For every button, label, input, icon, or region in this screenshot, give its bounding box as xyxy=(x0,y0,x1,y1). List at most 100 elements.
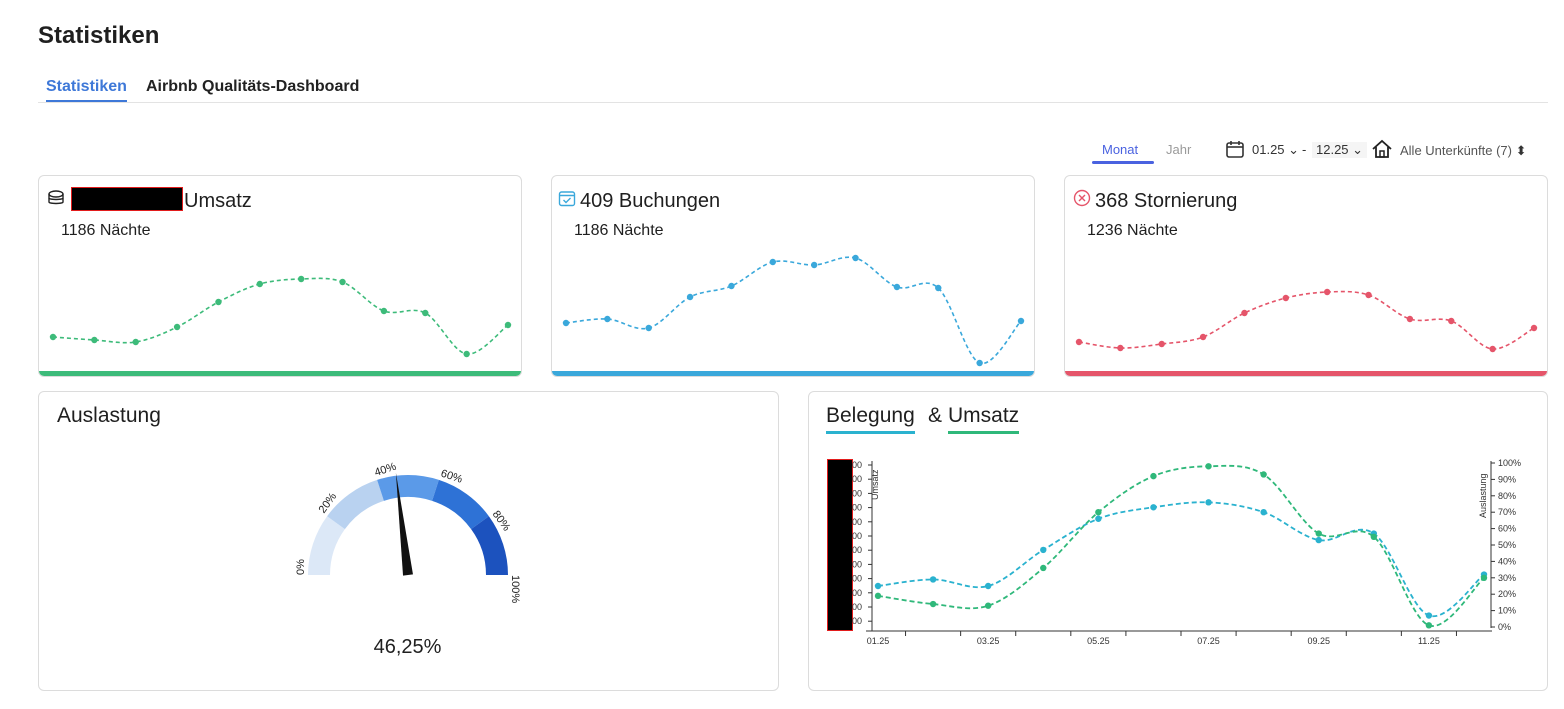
left-axis-tick-label: 00 xyxy=(852,616,862,626)
cancellations-sparkline-point xyxy=(1448,317,1455,325)
gauge-needle xyxy=(395,472,413,576)
data-point-belegung[interactable] xyxy=(1315,536,1322,544)
gauge-segment xyxy=(327,479,384,530)
legend-belegung[interactable]: Belegung xyxy=(826,404,915,434)
data-point-umsatz[interactable] xyxy=(1260,471,1267,478)
data-point-belegung[interactable] xyxy=(1095,515,1102,522)
bookings-sparkline-point xyxy=(893,283,901,291)
data-point-umsatz[interactable] xyxy=(929,600,937,608)
data-point-umsatz[interactable] xyxy=(1150,472,1157,480)
data-point-umsatz[interactable] xyxy=(1315,530,1322,537)
occupancy-gauge: 0%20%40% 60%80%100% xyxy=(295,461,521,604)
right-axis-tick-label: 70% xyxy=(1498,507,1516,517)
bookings-sparkline-point xyxy=(604,315,611,323)
data-point-umsatz[interactable] xyxy=(1205,463,1212,470)
data-point-belegung[interactable] xyxy=(1205,499,1212,506)
data-point-umsatz[interactable] xyxy=(1425,622,1433,629)
data-point-belegung[interactable] xyxy=(984,582,992,590)
bookings-sparkline-point xyxy=(852,254,859,262)
date-to-select[interactable]: 12.25 ⌄ xyxy=(1312,142,1368,158)
revenue-sparkline-point xyxy=(422,309,429,317)
revenue-sparkline-point xyxy=(256,280,264,288)
left-axis-tick-label: 00 xyxy=(852,588,862,598)
cancellations-sparkline-point xyxy=(1530,324,1538,332)
cancellations-sparkline-point xyxy=(1323,288,1331,296)
bookings-sparkline-point xyxy=(769,258,777,266)
bookings-sparkline-point xyxy=(562,319,570,327)
revenue-card[interactable]: Umsatz 1186 Nächte xyxy=(38,175,522,377)
data-point-belegung[interactable] xyxy=(874,582,882,590)
right-axis-tick-label: 50% xyxy=(1498,540,1516,550)
data-point-belegung[interactable] xyxy=(1260,509,1267,516)
period-month-button[interactable]: Monat xyxy=(1102,142,1139,157)
gauge-segment xyxy=(432,479,489,530)
data-point-umsatz[interactable] xyxy=(874,592,882,600)
date-separator: - xyxy=(1302,142,1307,157)
left-axis-tick-label: 00 xyxy=(852,531,862,541)
bookings-sparkline-point xyxy=(728,282,735,290)
revenue-sparkline-point xyxy=(173,323,181,331)
cancellations-sparkline-line xyxy=(1078,290,1535,350)
bookings-card[interactable]: 409 Buchungen 1186 Nächte xyxy=(551,175,1035,377)
left-axis-tick-label: 00 xyxy=(852,559,862,569)
calendar-icon[interactable] xyxy=(1225,139,1245,159)
x-axis-tick-label: 03.25 xyxy=(977,636,1000,646)
left-axis-tick-label: 00 xyxy=(852,460,862,470)
data-point-belegung[interactable] xyxy=(1040,546,1047,554)
cancellations-title: 368 Stornierung xyxy=(1095,190,1238,212)
date-from-select[interactable]: 01.25 ⌄ xyxy=(1252,142,1300,157)
right-axis-tick-label: 30% xyxy=(1498,573,1516,583)
cancellations-card[interactable]: 368 Stornierung 1236 Nächte xyxy=(1064,175,1548,377)
cancellations-sparkline-point xyxy=(1158,340,1165,348)
property-filter-select[interactable]: Alle Unterkünfte (7) ⬍ xyxy=(1400,143,1527,158)
left-axis-tick-label: 00 xyxy=(852,574,862,584)
left-axis-tick-label: 00 xyxy=(852,474,862,484)
left-axis-tick-label: 00 xyxy=(852,602,862,612)
data-point-umsatz[interactable] xyxy=(984,602,992,609)
legend-umsatz[interactable]: Umsatz xyxy=(948,404,1020,434)
data-point-umsatz[interactable] xyxy=(1480,574,1488,581)
right-axis-tick-label: 40% xyxy=(1498,556,1516,566)
right-axis-tick-label: 0% xyxy=(1498,622,1511,632)
left-axis-tick-label: 00 xyxy=(852,488,862,498)
cancellations-sparkline-point xyxy=(1075,338,1083,346)
bookings-sparkline-point xyxy=(1017,317,1025,325)
revenue-sparkline-point xyxy=(297,275,305,283)
cancellations-sparkline-point xyxy=(1489,345,1496,353)
data-point-umsatz[interactable] xyxy=(1370,533,1378,540)
series-line-umsatz xyxy=(877,464,1485,627)
chevron-down-icon: ⌄ xyxy=(1352,142,1364,157)
tab-statistiken[interactable]: Statistiken xyxy=(46,78,127,102)
occupancy-revenue-chart: 00 00 00 00 00 00 00 00 00 00 00 00 Umsatz 100% 90% 80%… xyxy=(852,458,1521,646)
series-line-belegung xyxy=(877,501,1485,618)
tab-airbnb-quality-dashboard[interactable]: Airbnb Qualitäts-Dashboard xyxy=(146,78,360,95)
data-point-umsatz[interactable] xyxy=(1095,509,1102,516)
revenue-nights: 1186 Nächte xyxy=(61,222,151,239)
bookings-sparkline xyxy=(562,254,1025,367)
cancellations-sparkline xyxy=(1075,288,1538,353)
bookings-nights: 1186 Nächte xyxy=(574,222,664,239)
data-point-belegung[interactable] xyxy=(929,576,937,583)
coins-icon xyxy=(48,190,64,205)
gauge-segment xyxy=(308,516,345,575)
right-axis-tick-label: 20% xyxy=(1498,589,1516,599)
cancellations-sparkline-point xyxy=(1406,315,1414,323)
legend-ampersand: & xyxy=(928,404,943,427)
data-point-belegung[interactable] xyxy=(1150,504,1157,511)
period-year-button[interactable]: Jahr xyxy=(1166,142,1192,157)
x-axis-tick-label: 07.25 xyxy=(1197,636,1220,646)
revenue-sparkline-line xyxy=(52,277,509,355)
revenue-sparkline-point xyxy=(215,298,222,306)
bookings-color-bar xyxy=(552,371,1034,376)
bookings-sparkline-point xyxy=(810,261,818,269)
data-point-belegung[interactable] xyxy=(1425,612,1433,619)
occupancy-revenue-panel xyxy=(808,391,1548,691)
cancellations-sparkline-point xyxy=(1282,294,1290,302)
occupancy-value: 46,25% xyxy=(373,636,442,658)
revenue-sparkline-point xyxy=(463,350,470,358)
cancellations-sparkline-point xyxy=(1199,333,1207,341)
redacted-revenue-amount xyxy=(71,187,183,211)
data-point-umsatz[interactable] xyxy=(1040,564,1047,572)
cancellations-color-bar xyxy=(1065,371,1547,376)
sort-arrows-icon: ⬍ xyxy=(1515,143,1527,158)
